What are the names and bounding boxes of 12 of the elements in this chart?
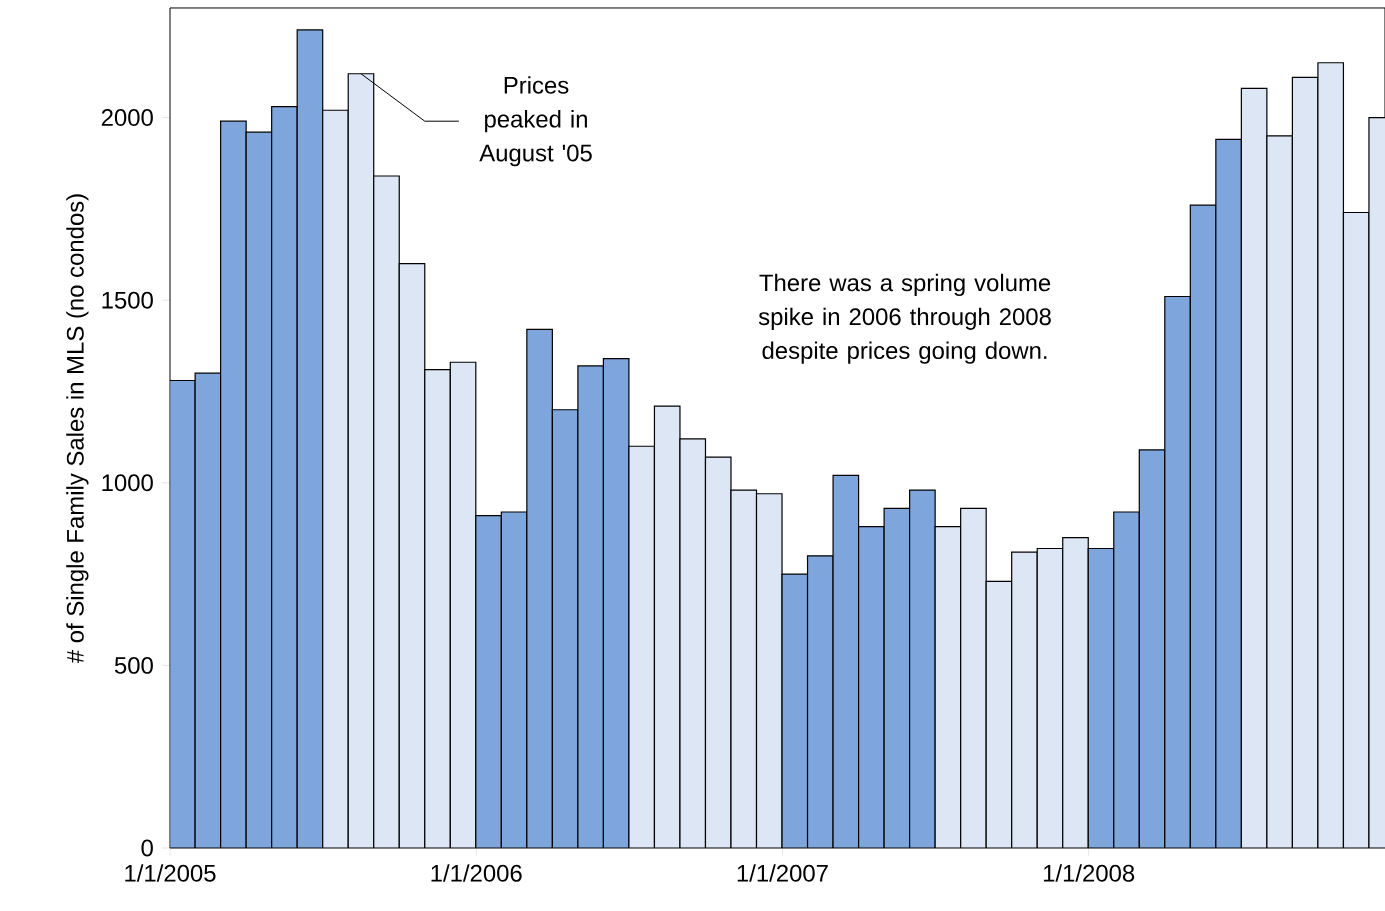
x-tick-label: 1/1/2006 <box>431 864 522 882</box>
x-tick-label: 1/1/2008 <box>1043 864 1135 882</box>
x-tick-label: 1/1/2005 <box>125 864 216 882</box>
y-tick-label: 1000 <box>102 474 153 492</box>
y-tick-label: 0 <box>141 839 153 857</box>
annotation: Prices peaked in August '05 <box>479 76 592 167</box>
y-tick-label: 500 <box>114 656 153 674</box>
y-tick-label: 2000 <box>101 109 153 127</box>
y-axis-title: # of Single Family Sales in MLS (no condos) <box>66 194 89 664</box>
x-tick-label: 1/1/2007 <box>737 864 828 882</box>
y-tick-label: 1500 <box>102 291 153 309</box>
annotation: There was a spring volume spike in 2006 through 2008 despite prices going down. <box>758 273 1051 364</box>
